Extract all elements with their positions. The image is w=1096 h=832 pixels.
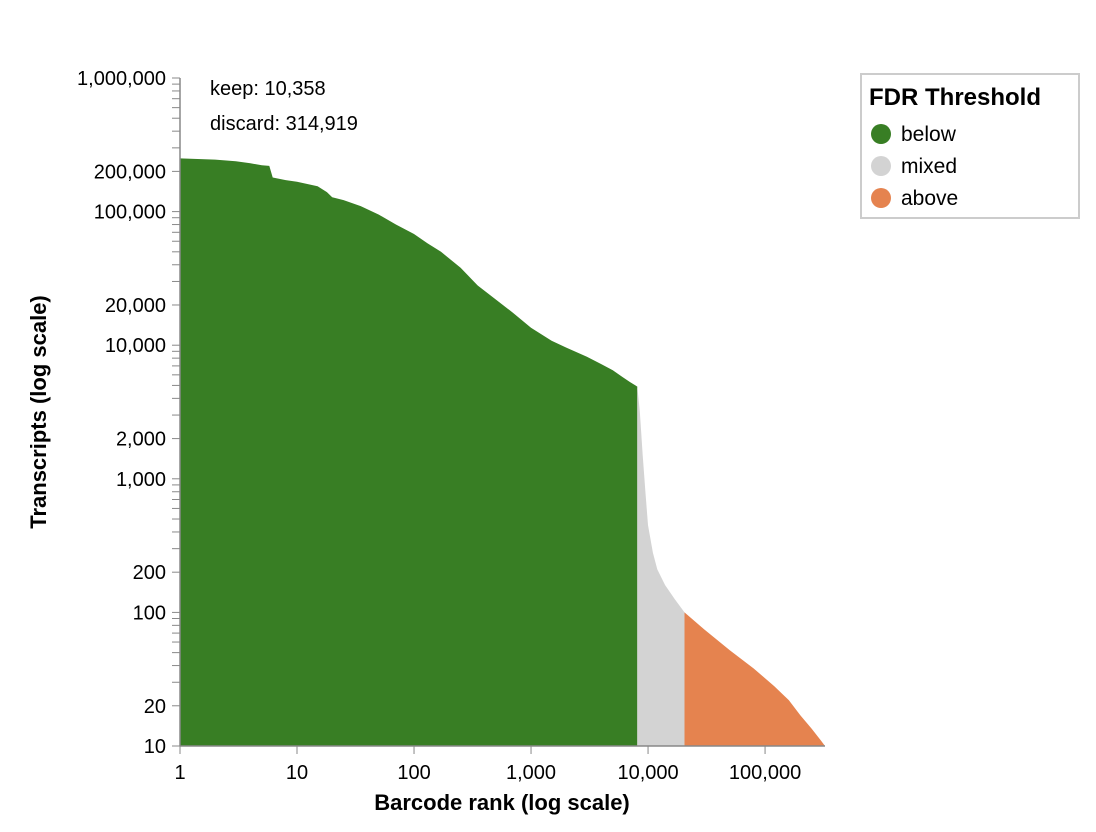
y-tick-label: 10,000 bbox=[105, 335, 166, 357]
x-tick-label: 1 bbox=[174, 762, 185, 784]
y-tick-label: 200,000 bbox=[94, 161, 166, 183]
area-above bbox=[684, 612, 825, 746]
y-tick-label: 20,000 bbox=[105, 295, 166, 317]
legend-swatch-below bbox=[871, 124, 891, 144]
legend-label-above: above bbox=[901, 187, 958, 210]
legend-item-above: above bbox=[871, 187, 958, 210]
y-tick-label: 100 bbox=[133, 602, 166, 624]
x-tick-label: 100,000 bbox=[729, 762, 801, 784]
y-tick-label: 100,000 bbox=[94, 202, 166, 224]
discard-annotation: discard: 314,919 bbox=[210, 113, 358, 135]
legend-swatch-above bbox=[871, 188, 891, 208]
keep-annotation: keep: 10,358 bbox=[210, 78, 326, 100]
legend-title: FDR Threshold bbox=[869, 84, 1041, 111]
y-tick-label: 2,000 bbox=[116, 429, 166, 451]
x-tick-label: 10,000 bbox=[617, 762, 678, 784]
y-tick-label: 1,000 bbox=[116, 469, 166, 491]
y-axis-title: Transcripts (log scale) bbox=[26, 295, 51, 529]
y-axis: 10 20 100 200 1,000 2,000 10,000 20,000 100,000 2… bbox=[77, 68, 181, 758]
legend-item-below: below bbox=[871, 123, 957, 146]
area-below bbox=[180, 158, 638, 746]
legend-item-mixed: mixed bbox=[871, 155, 957, 178]
legend: FDR Threshold below mixed above bbox=[860, 73, 1080, 219]
y-tick-label: 10 bbox=[144, 736, 166, 758]
x-axis-title: Barcode rank (log scale) bbox=[374, 790, 630, 815]
x-tick-label: 10 bbox=[286, 762, 308, 784]
y-tick-label: 200 bbox=[133, 562, 166, 584]
area-mixed bbox=[637, 386, 685, 746]
y-tick-label: 20 bbox=[144, 696, 166, 718]
x-axis: 1 10 100 1,000 10,000 100,000 bbox=[174, 745, 825, 784]
legend-box bbox=[860, 73, 1080, 219]
x-tick-label: 1,000 bbox=[506, 762, 556, 784]
legend-label-mixed: mixed bbox=[901, 155, 957, 178]
series-areas bbox=[180, 158, 825, 746]
legend-swatch-mixed bbox=[871, 156, 891, 176]
y-tick-label: 1,000,000 bbox=[77, 68, 166, 90]
x-tick-label: 100 bbox=[397, 762, 430, 784]
legend-label-below: below bbox=[901, 123, 957, 146]
